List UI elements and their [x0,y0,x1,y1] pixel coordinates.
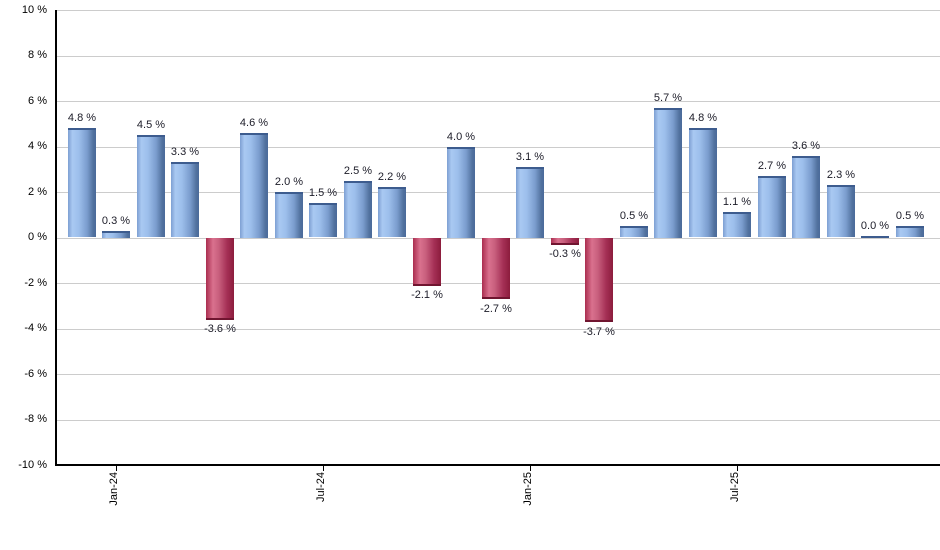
x-axis-tick-label: Jul-24 [315,472,327,502]
gridline-8 [55,56,940,57]
bar-15 [551,238,579,245]
bar-22 [792,156,820,238]
bar-value-label: -3.7 % [583,326,615,338]
bar-value-label: 4.5 % [136,119,166,131]
bar-value-label: 2.7 % [757,160,787,172]
bar-value-label: 1.1 % [722,196,752,208]
x-tick-mark [737,466,738,471]
bar-value-label: 0.3 % [101,215,131,227]
bar-6 [240,133,268,238]
bar-13 [482,238,510,299]
bar-14 [516,167,544,238]
bar-25 [896,226,924,237]
bar-2 [102,231,130,238]
bar-value-label: 3.1 % [515,151,545,163]
bar-value-label: 1.5 % [308,187,338,199]
bar-value-label: 2.2 % [377,171,407,183]
bar-24 [861,236,889,238]
x-axis-tick-label: Jul-25 [729,472,741,502]
gridline-10 [55,10,940,11]
y-axis-tick-label: -2 % [24,277,47,289]
x-axis-line [55,464,940,466]
bar-9 [344,181,372,238]
y-axis-tick-label: 0 % [28,231,47,243]
bar-value-label: 3.3 % [170,146,200,158]
bar-value-label: 2.0 % [274,176,304,188]
bar-value-label: -3.6 % [204,323,236,335]
bar-3 [137,135,165,237]
bar-11 [413,238,441,286]
x-tick-mark [530,466,531,471]
bar-8 [309,203,337,237]
bar-23 [827,185,855,237]
y-axis-tick-label: 8 % [28,49,47,61]
bar-value-label: 2.5 % [343,165,373,177]
bar-18 [654,108,682,238]
gridline-6 [55,101,940,102]
y-axis-tick-label: 6 % [28,95,47,107]
bar-value-label: -2.1 % [411,289,443,301]
gridline--6 [55,374,940,375]
x-tick-mark [323,466,324,471]
gridline-2 [55,192,940,193]
y-axis-tick-label: -4 % [24,322,47,334]
bar-value-label: 4.8 % [688,112,718,124]
bar-value-label: 0.5 % [619,210,649,222]
x-axis-tick-label: Jan-25 [522,472,534,506]
bar-value-label: 4.0 % [446,131,476,143]
y-axis-tick-label: -6 % [24,368,47,380]
bar-20 [723,212,751,237]
bar-17 [620,226,648,237]
gridline-4 [55,147,940,148]
bar-value-label: 4.8 % [67,112,97,124]
y-axis-tick-label: 4 % [28,140,47,152]
bar-10 [378,187,406,237]
bar-12 [447,147,475,238]
y-axis-tick-label: -10 % [18,459,47,471]
bar-16 [585,238,613,322]
x-axis-tick-label: Jan-24 [108,472,120,506]
bar-19 [689,128,717,237]
bar-7 [275,192,303,238]
gridline--4 [55,329,940,330]
bar-value-label: 5.7 % [653,92,683,104]
bar-value-label: -2.7 % [480,303,512,315]
bar-value-label: 3.6 % [791,140,821,152]
bar-value-label: -0.3 % [549,248,581,260]
bar-1 [68,128,96,237]
bar-value-label: 4.6 % [239,117,269,129]
bar-value-label: 2.3 % [826,169,856,181]
y-axis-tick-label: 10 % [21,4,47,16]
y-axis-tick-label: -8 % [24,413,47,425]
bar-5 [206,238,234,320]
bar-21 [758,176,786,237]
x-tick-mark [116,466,117,471]
bar-4 [171,162,199,237]
gridline--8 [55,420,940,421]
bar-value-label: 0.5 % [895,210,925,222]
y-axis-line [55,10,57,465]
y-axis-tick-label: 2 % [28,186,47,198]
bar-value-label: 0.0 % [860,220,890,232]
